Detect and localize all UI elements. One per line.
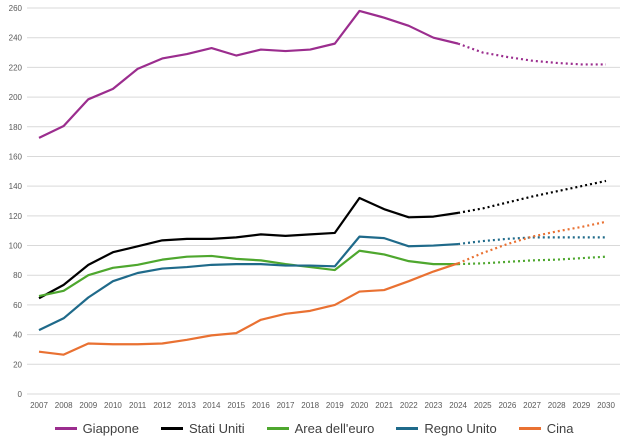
x-tick-label: 2008 [55, 401, 73, 410]
series-line-stati-uniti [38, 196, 459, 300]
x-tick-label: 2012 [153, 401, 171, 410]
series-line-regno-unito [38, 235, 459, 332]
series-projection-giappone [457, 42, 606, 66]
legend-label: Stati Uniti [188, 421, 245, 436]
series-projection-area-dell-euro [458, 255, 607, 266]
x-tick-label: 2014 [203, 401, 221, 410]
y-tick-label: 180 [9, 123, 23, 132]
x-tick-label: 2029 [572, 401, 590, 410]
x-tick-label: 2011 [129, 401, 147, 410]
x-tick-label: 2010 [104, 401, 122, 410]
y-tick-label: 60 [13, 301, 22, 310]
series-line-area-dell-euro [38, 249, 459, 298]
x-tick-label: 2024 [449, 401, 467, 410]
x-tick-label: 2028 [548, 401, 566, 410]
y-tick-label: 40 [13, 331, 22, 340]
legend-label: Regno Unito [424, 421, 497, 436]
legend-item: Cina [518, 421, 574, 436]
y-tick-label: 20 [13, 360, 22, 369]
legend-swatch [160, 427, 183, 430]
legend-item: Regno Unito [396, 421, 497, 436]
x-tick-label: 2030 [597, 401, 615, 410]
legend-label: Cina [546, 421, 574, 436]
series-line-giappone [38, 9, 459, 139]
x-tick-label: 2020 [351, 401, 369, 410]
x-tick-label: 2015 [227, 401, 245, 410]
series-line-cina [38, 262, 459, 356]
x-tick-label: 2021 [375, 401, 393, 410]
y-tick-label: 100 [9, 242, 23, 251]
x-tick-label: 2017 [277, 401, 295, 410]
legend-swatch [266, 427, 289, 430]
x-tick-label: 2027 [523, 401, 541, 410]
legend-item: Giappone [54, 421, 139, 436]
x-tick-label: 2007 [30, 401, 48, 410]
series-projection-cina [457, 220, 607, 265]
y-tick-label: 140 [9, 182, 23, 191]
legend-item: Stati Uniti [160, 421, 245, 436]
x-tick-label: 2022 [400, 401, 418, 410]
legend-item: Area dell'euro [266, 421, 375, 436]
x-tick-label: 2009 [79, 401, 97, 410]
y-tick-label: 0 [18, 390, 23, 399]
x-tick-label: 2023 [425, 401, 443, 410]
y-tick-label: 80 [13, 271, 22, 280]
x-tick-label: 2025 [474, 401, 492, 410]
y-tick-label: 160 [9, 152, 23, 161]
y-tick-label: 120 [9, 212, 23, 221]
legend-swatch [518, 427, 541, 430]
plot-area: 0 20 40 60 80 100 120 140 160 180 200 220 240 260 2007… [9, 4, 620, 410]
y-tick-label: 220 [9, 63, 23, 72]
series-projection-regno-unito [457, 236, 606, 246]
series-projection-stati-uniti [457, 179, 607, 214]
y-tick-label: 260 [9, 4, 23, 13]
legend-label: Area dell'euro [294, 421, 375, 436]
x-tick-label: 2018 [301, 401, 319, 410]
x-tick-label: 2013 [178, 401, 196, 410]
y-tick-label: 200 [9, 93, 23, 102]
x-tick-label: 2016 [252, 401, 270, 410]
x-tick-label: 2026 [498, 401, 516, 410]
y-tick-label: 240 [9, 34, 23, 43]
legend: Giappone Stati Uniti Area dell'euro Regno U… [0, 421, 628, 436]
x-tick-label: 2019 [326, 401, 344, 410]
legend-swatch [54, 427, 77, 430]
legend-swatch [396, 427, 419, 430]
legend-label: Giappone [82, 421, 139, 436]
